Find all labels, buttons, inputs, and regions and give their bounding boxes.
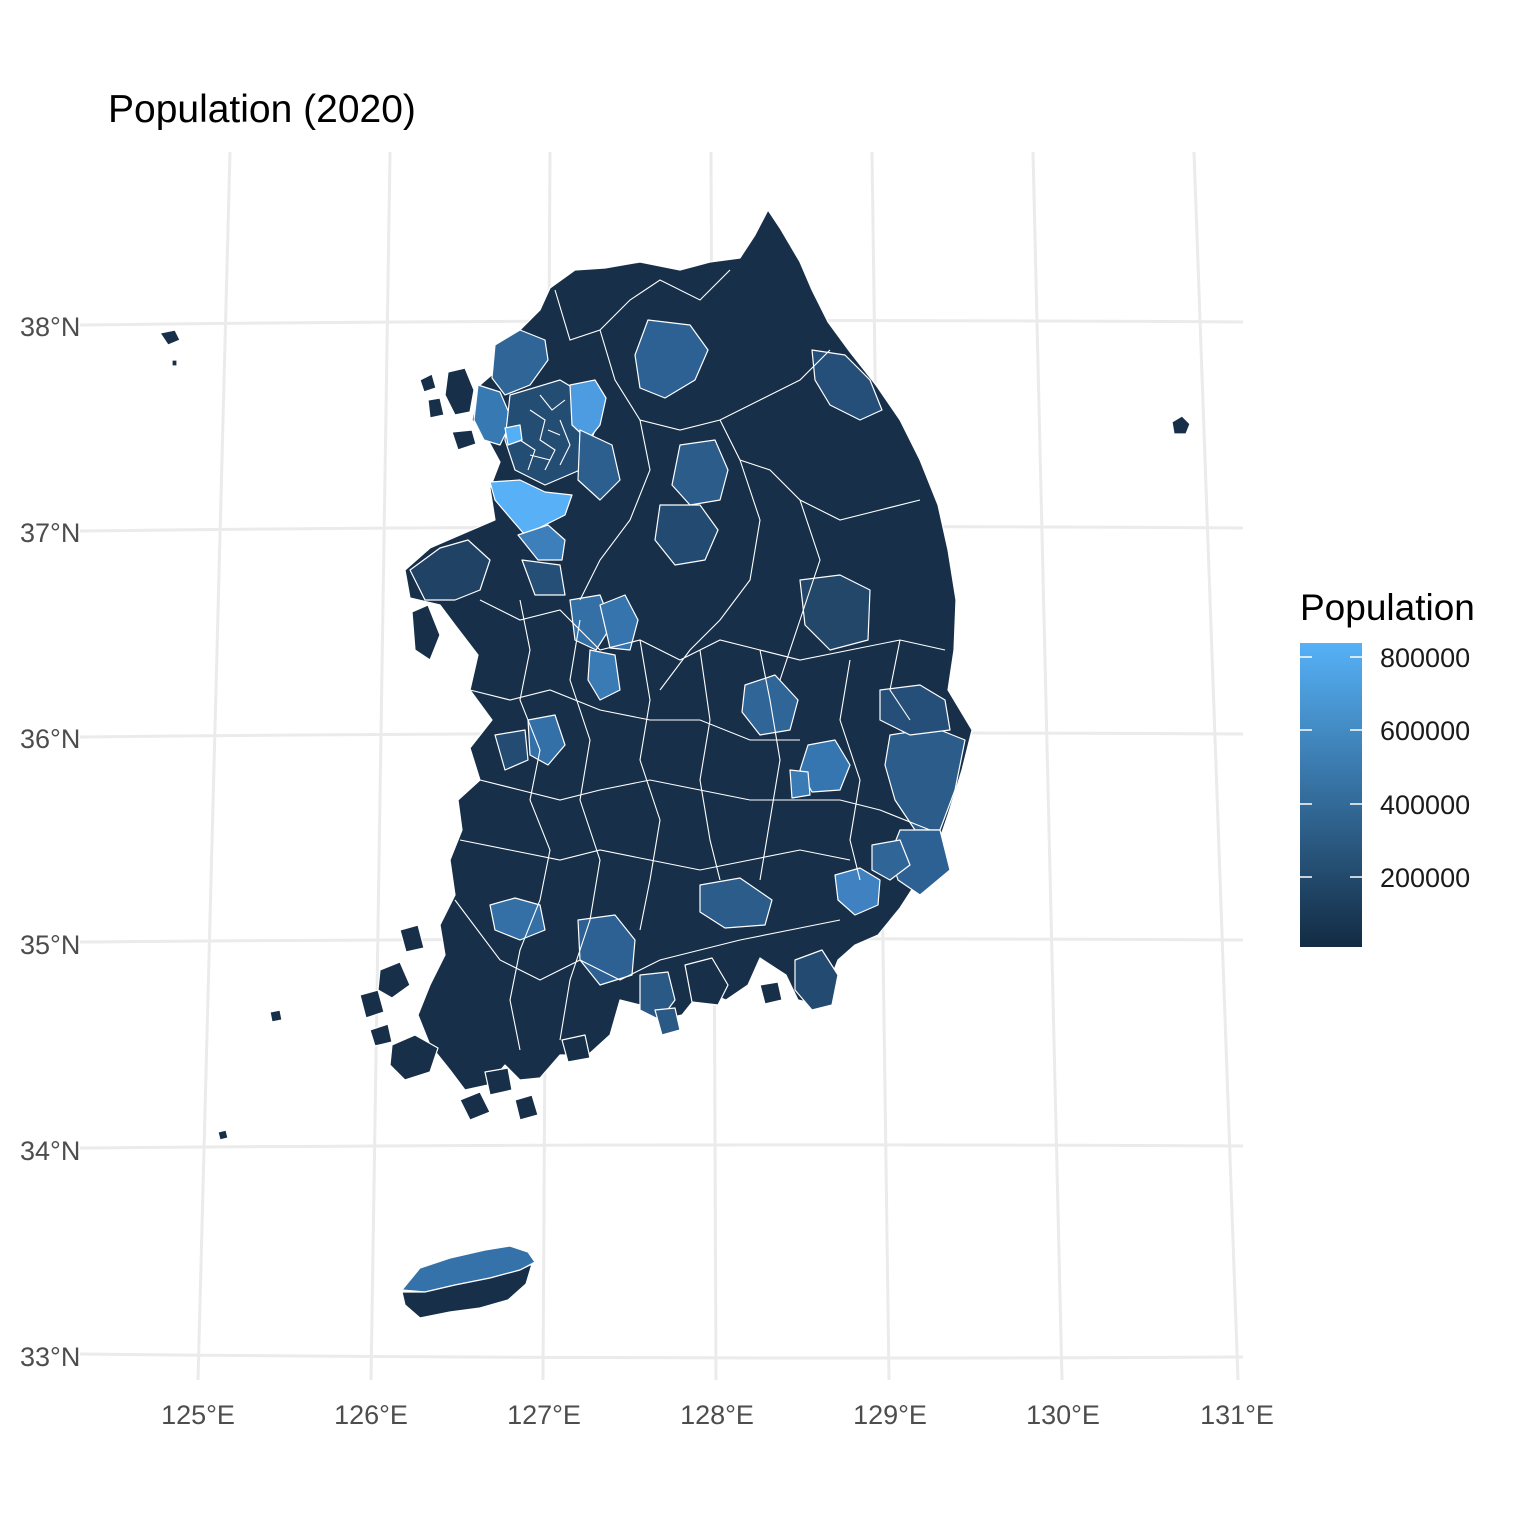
region-changwon bbox=[834, 867, 881, 916]
tick-label-lat-38: 38°N bbox=[20, 312, 80, 342]
tick-label-lon-131: 131°E bbox=[1200, 1400, 1274, 1430]
region-chungju bbox=[654, 504, 719, 566]
tick-label-lat-35: 35°N bbox=[20, 930, 80, 960]
region-gyeongju-north bbox=[879, 684, 951, 736]
region-gumi bbox=[741, 674, 799, 736]
island-dokdo-small bbox=[171, 359, 178, 367]
island-sw-2 bbox=[359, 989, 385, 1019]
legend-title: Population bbox=[1300, 587, 1475, 628]
region-taean-seosan bbox=[409, 539, 491, 601]
legend-colorbar bbox=[1300, 643, 1362, 947]
island-tongyeong bbox=[759, 981, 783, 1005]
region-yongin bbox=[577, 429, 621, 501]
lon-axis: 125°E 126°E 127°E 128°E 129°E 130°E 131°… bbox=[161, 1400, 1274, 1430]
region-chuncheon bbox=[634, 319, 709, 399]
tick-label-lon-130: 130°E bbox=[1026, 1400, 1100, 1430]
legend-tick-label-800000: 800000 bbox=[1380, 643, 1470, 673]
tick-label-lon-125: 125°E bbox=[161, 1400, 235, 1430]
island-west-small-2 bbox=[427, 397, 445, 419]
legend: Population 800000 600000 400000 200000 bbox=[1300, 587, 1475, 947]
region-daegu-west bbox=[789, 769, 811, 799]
island-sw-1 bbox=[377, 961, 411, 999]
tick-label-lat-33: 33°N bbox=[20, 1342, 80, 1372]
island-sw-3 bbox=[399, 924, 425, 953]
island-anmyeon bbox=[411, 604, 441, 661]
region-gangneung bbox=[811, 349, 883, 421]
region-gwangju bbox=[489, 897, 546, 941]
region-andong bbox=[799, 574, 871, 651]
graticule bbox=[79, 151, 1244, 1381]
region-anseong bbox=[521, 559, 566, 596]
gridline-lon-126 bbox=[369, 151, 392, 1381]
island-sw-6 bbox=[459, 1091, 491, 1121]
island-gageo bbox=[217, 1129, 229, 1141]
region-jeonju bbox=[527, 714, 566, 766]
region-gimhae bbox=[871, 839, 911, 881]
island-ganghwa bbox=[444, 367, 475, 416]
gridline-lon-125 bbox=[196, 151, 232, 1381]
island-sw-4 bbox=[389, 1034, 439, 1081]
region-seogwipo bbox=[401, 1263, 533, 1319]
gridline-lon-131 bbox=[1192, 151, 1240, 1381]
gridline-lat-33 bbox=[79, 1352, 1244, 1360]
region-wonju bbox=[671, 439, 729, 506]
region-incheon-core bbox=[504, 424, 523, 446]
region-jinju bbox=[699, 877, 773, 929]
region-suwon-hwaseong bbox=[489, 479, 573, 536]
tick-label-lat-36: 36°N bbox=[20, 724, 80, 754]
tick-label-lon-128: 128°E bbox=[680, 1400, 754, 1430]
region-gyeonggi-north bbox=[491, 329, 549, 396]
korea-map bbox=[159, 209, 1191, 1319]
tick-label-lon-127: 127°E bbox=[507, 1400, 581, 1430]
region-gunsan bbox=[494, 729, 529, 771]
island-sw-8 bbox=[514, 1094, 539, 1121]
tick-label-lat-37: 37°N bbox=[20, 518, 80, 548]
island-yeosu-islands bbox=[654, 1007, 681, 1036]
island-geoje bbox=[794, 949, 839, 1011]
island-sw-7 bbox=[484, 1067, 513, 1096]
legend-tick-label-400000: 400000 bbox=[1380, 790, 1470, 820]
region-daegu bbox=[799, 739, 851, 793]
legend-tick-label-200000: 200000 bbox=[1380, 863, 1470, 893]
gridline-lon-130 bbox=[1031, 151, 1064, 1381]
island-west-small-1 bbox=[419, 373, 437, 393]
island-yeongjong bbox=[451, 429, 477, 451]
tick-label-lat-34: 34°N bbox=[20, 1136, 80, 1166]
region-gyeonggi-west bbox=[473, 384, 513, 446]
region-cheongju bbox=[599, 594, 639, 651]
tick-label-lon-129: 129°E bbox=[853, 1400, 927, 1430]
region-namyangju bbox=[569, 379, 607, 441]
island-sw-10 bbox=[269, 1009, 283, 1023]
tick-label-lon-126: 126°E bbox=[334, 1400, 408, 1430]
region-borders bbox=[454, 269, 946, 1051]
legend-tick-label-600000: 600000 bbox=[1380, 716, 1470, 746]
island-ulleungdo bbox=[1171, 415, 1191, 435]
lat-axis: 38°N 37°N 36°N 35°N 34°N 33°N bbox=[20, 312, 80, 1372]
chart-title: Population (2020) bbox=[108, 88, 416, 131]
island-sw-9 bbox=[561, 1034, 591, 1063]
region-pyeongtaek bbox=[517, 524, 566, 561]
gridline-lat-34 bbox=[79, 1143, 1244, 1150]
region-daejeon bbox=[587, 649, 621, 701]
island-sw-5 bbox=[369, 1023, 393, 1047]
island-baengnyeong bbox=[159, 329, 181, 346]
island-namhae bbox=[684, 957, 729, 1006]
